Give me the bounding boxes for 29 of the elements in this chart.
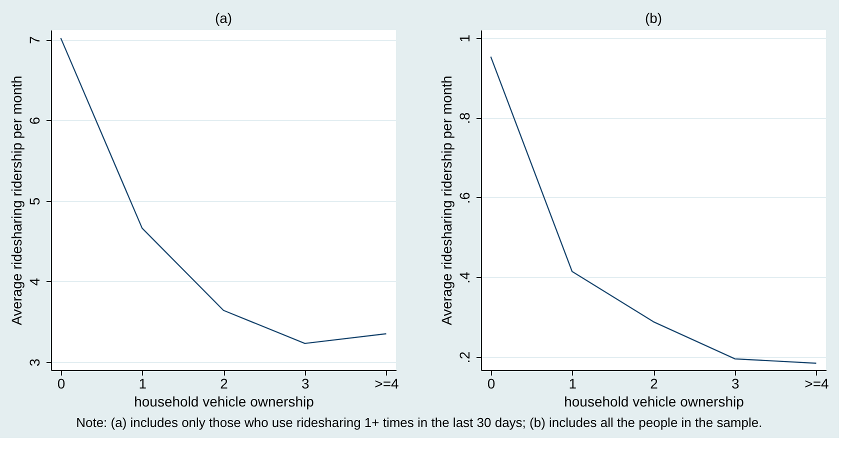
x-tick-label: 2 [650,376,658,392]
y-axis-title: Average ridesharing ridership per month [438,76,454,326]
x-axis-title: household vehicle ownership [564,394,744,410]
x-tick-label: 1 [568,376,577,392]
text: Note: (a) includes only those who use ridesharing 1+ times in the last 30 days; (b) includes all the people in the sample. [76,415,762,430]
x-tick-label: 0 [487,376,496,392]
y-tick-label: .6 [456,192,472,204]
line-series [60,37,387,344]
x-tick-label: 3 [731,376,740,392]
x-tick-label: >=4 [374,376,400,392]
y-tick-label: 6 [26,116,42,125]
y-tick-label: 7 [26,36,42,44]
y-tick-label: 5 [26,197,42,206]
y-tick-label: 4 [26,278,42,286]
x-tick-label: 3 [301,376,310,392]
y-axis-title: Average ridesharing ridership per month [8,76,24,326]
y-tick-label: .2 [456,351,472,364]
x-tick-label: 2 [220,376,228,392]
chart-title: (b) [644,10,662,26]
y-tick-label: 3 [26,358,42,366]
y-tick-label: 1 [456,34,472,42]
x-tick-label: >=4 [804,376,830,392]
line-series [490,56,817,364]
x-tick-label: 0 [57,376,66,392]
x-axis-title: household vehicle ownership [134,394,314,410]
x-tick-label: 1 [138,376,147,392]
y-tick-label: .4 [456,272,472,284]
chart-title: (a) [214,10,232,26]
y-tick-label: .8 [456,112,472,124]
